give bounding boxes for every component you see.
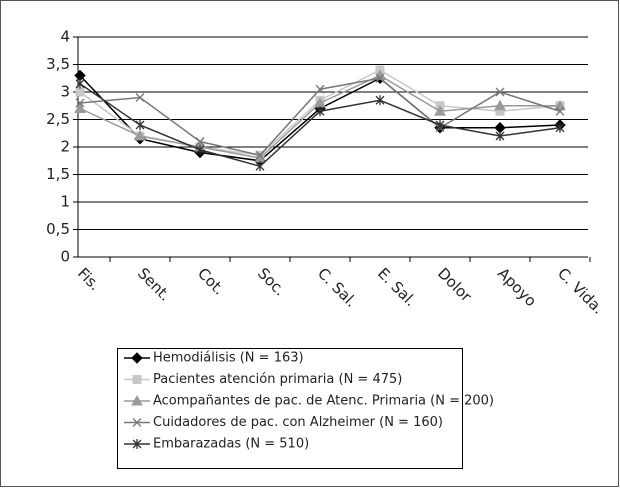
marker bbox=[315, 84, 325, 94]
legend-label: Pacientes atención primaria (N = 475) bbox=[153, 372, 402, 387]
marker bbox=[132, 375, 142, 384]
marker bbox=[494, 99, 506, 111]
marker bbox=[434, 105, 446, 116]
legend: Hemodiálisis (N = 163) Pacientes atención… bbox=[117, 348, 494, 469]
marker bbox=[555, 106, 565, 116]
y-tick-label: 3,5 bbox=[46, 55, 70, 73]
marker bbox=[435, 120, 445, 130]
marker bbox=[75, 98, 85, 108]
y-tick-label: 4 bbox=[60, 28, 70, 46]
marker bbox=[75, 78, 85, 89]
legend-label: Acompañantes de pac. de Atenc. Primaria … bbox=[153, 394, 494, 409]
y-tick-label: 2,5 bbox=[46, 110, 70, 128]
marker bbox=[554, 99, 566, 111]
y-tick-label: 0,5 bbox=[46, 220, 70, 238]
marker bbox=[132, 439, 142, 449]
marker bbox=[131, 394, 143, 406]
legend-label: Embarazadas (N = 510) bbox=[153, 437, 309, 452]
marker bbox=[495, 131, 505, 141]
legend-label: Cuidadores de pac. con Alzheimer (N = 16… bbox=[153, 415, 443, 430]
marker bbox=[375, 95, 385, 106]
marker bbox=[255, 150, 265, 160]
marker bbox=[555, 122, 565, 133]
y-tick-label: 3 bbox=[60, 83, 70, 101]
marker bbox=[195, 137, 205, 146]
marker bbox=[255, 161, 265, 172]
marker bbox=[75, 87, 85, 97]
marker bbox=[375, 73, 385, 83]
marker bbox=[74, 102, 86, 113]
marker bbox=[135, 120, 145, 130]
marker bbox=[495, 87, 505, 97]
y-tick-label: 2 bbox=[60, 138, 70, 156]
legend-label: Hemodiálisis (N = 163) bbox=[153, 351, 304, 366]
marker bbox=[315, 106, 325, 117]
y-tick-label: 0 bbox=[60, 248, 70, 266]
y-tick-label: 1 bbox=[60, 193, 70, 211]
legend-box bbox=[117, 348, 463, 469]
marker bbox=[195, 144, 205, 155]
y-tick-label: 1,5 bbox=[46, 165, 70, 183]
marker bbox=[132, 418, 142, 427]
marker bbox=[135, 93, 145, 102]
marker bbox=[134, 129, 146, 141]
marker bbox=[131, 352, 143, 364]
